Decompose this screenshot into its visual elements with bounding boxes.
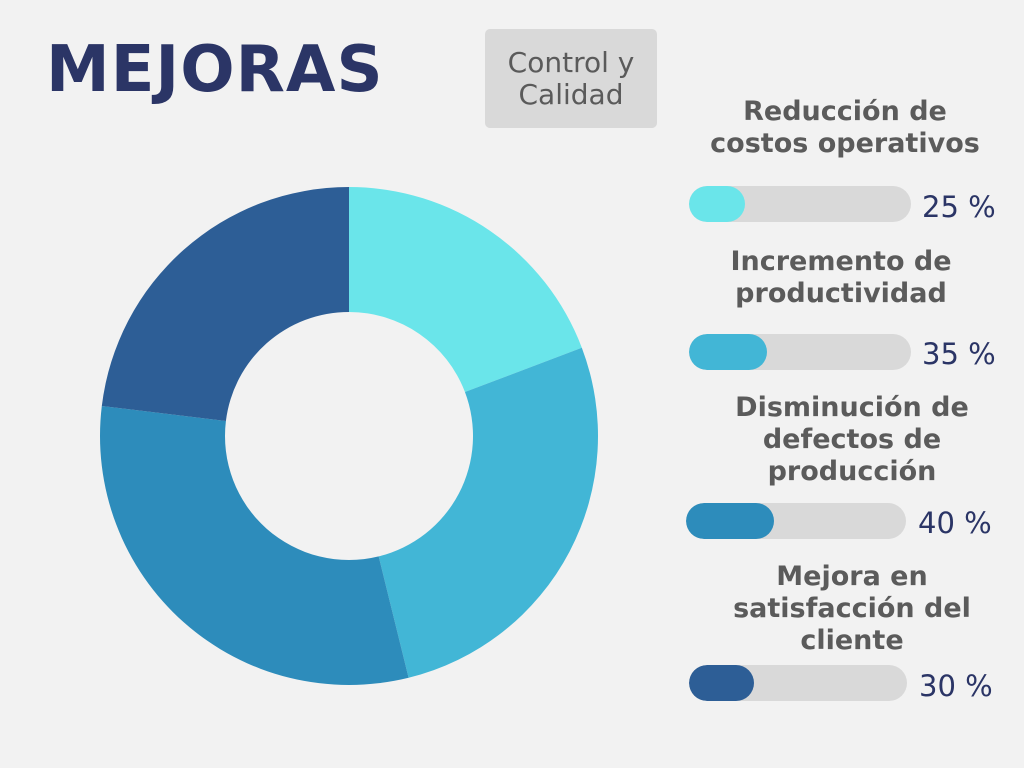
category-tag-text: Control y Calidad xyxy=(507,45,635,111)
item-label-costos: Reducción de costos operativos xyxy=(710,96,980,159)
donut-slice-1 xyxy=(349,187,582,393)
progress-track-productividad xyxy=(689,334,911,370)
progress-fill-satisfaccion xyxy=(689,665,755,701)
percent-satisfaccion: 30 % xyxy=(919,669,993,703)
progress-fill-defectos xyxy=(686,503,774,539)
progress-track-defectos xyxy=(686,503,906,539)
page-title: MEJORAS xyxy=(46,33,384,107)
donut-slice-2 xyxy=(378,347,598,678)
progress-fill-productividad xyxy=(689,334,767,370)
progress-track-satisfaccion xyxy=(689,665,907,701)
progress-fill-costos xyxy=(689,186,745,222)
item-label-satisfaccion: Mejora en satisfacción del cliente xyxy=(733,561,971,656)
donut-slice-4 xyxy=(101,187,349,422)
item-label-productividad: Incremento de productividad xyxy=(730,246,952,309)
percent-costos: 25 % xyxy=(922,190,996,224)
progress-track-costos xyxy=(689,186,911,222)
donut-slice-3 xyxy=(99,405,409,685)
item-label-defectos: Disminución de defectos de producción xyxy=(735,392,969,487)
category-tag: Control y Calidad xyxy=(485,29,657,128)
percent-defectos: 40 % xyxy=(918,506,992,540)
percent-productividad: 35 % xyxy=(922,337,996,371)
